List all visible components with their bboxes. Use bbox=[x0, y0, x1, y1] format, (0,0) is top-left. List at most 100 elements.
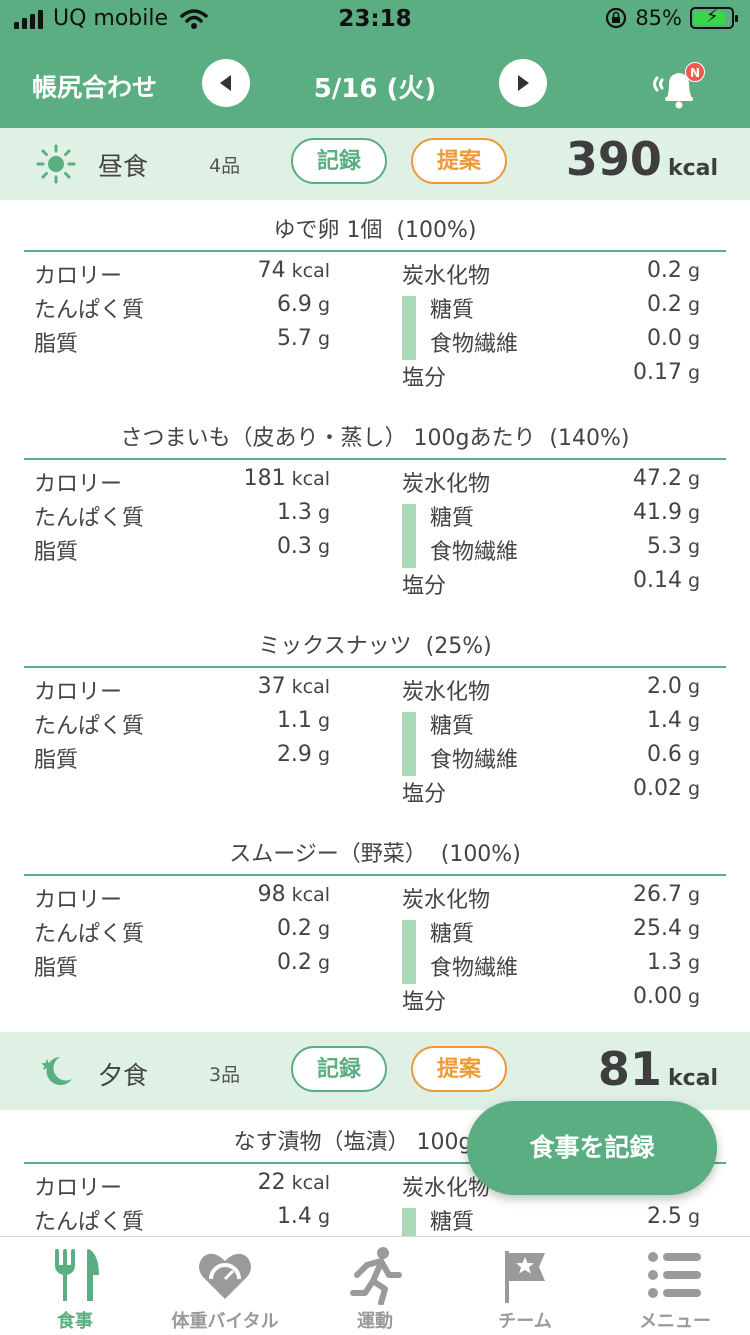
fiber-value: 5.3 g bbox=[646, 534, 700, 559]
fiber-label: 食物繊維 bbox=[430, 748, 519, 773]
divider bbox=[24, 874, 726, 876]
calorie-label: カロリー bbox=[34, 680, 123, 705]
runner-icon bbox=[350, 1247, 402, 1305]
sugar-value: 41.9 g bbox=[632, 500, 700, 525]
fiber-value: 1.3 g bbox=[646, 950, 700, 975]
food-item[interactable]: さつまいも（皮あり・蒸し） 100gあたり (140%) カロリー 181 kcal 炭… bbox=[24, 420, 726, 610]
tab-label: チーム bbox=[498, 1311, 552, 1332]
protein-label: たんぱく質 bbox=[34, 922, 145, 947]
divider bbox=[24, 458, 726, 460]
bottom-tab-bar: 食事 体重バイタル 運動 チーム bbox=[0, 1236, 750, 1335]
food-item[interactable]: ミックスナッツ (25%) カロリー 37 kcal 炭水化物 2.0 g たんぱく質 1.1 g… bbox=[24, 628, 726, 818]
current-date: 5/16 (火) bbox=[313, 74, 437, 104]
signal-icon bbox=[14, 9, 43, 29]
tab-meal[interactable]: 食事 bbox=[0, 1237, 150, 1335]
notification-button[interactable]: N bbox=[645, 62, 705, 110]
calorie-value: 98 kcal bbox=[257, 882, 330, 907]
fat-value: 0.3 g bbox=[276, 534, 330, 559]
notification-badge: N bbox=[685, 62, 705, 82]
fat-value: 2.9 g bbox=[276, 742, 330, 767]
next-date-button[interactable] bbox=[499, 59, 547, 107]
protein-value: 1.1 g bbox=[276, 708, 330, 733]
record-meal-fab[interactable]: 食事を記録 bbox=[467, 1101, 717, 1195]
meal-kcal-value: 81 bbox=[597, 1042, 662, 1096]
prev-date-button[interactable] bbox=[202, 59, 250, 107]
fiber-label: 食物繊維 bbox=[430, 956, 519, 981]
food-title: スムージー（野菜） (100%) bbox=[229, 842, 521, 867]
flag-star-icon bbox=[505, 1251, 545, 1303]
tab-team[interactable]: チーム bbox=[450, 1237, 600, 1335]
calorie-label: カロリー bbox=[34, 888, 123, 913]
tab-exercise[interactable]: 運動 bbox=[300, 1237, 450, 1335]
sugar-fiber-indicator-bar bbox=[402, 712, 416, 776]
fiber-label: 食物繊維 bbox=[430, 540, 519, 565]
fat-value: 0.2 g bbox=[276, 950, 330, 975]
sugar-label: 糖質 bbox=[430, 298, 475, 323]
sugar-label: 糖質 bbox=[430, 922, 475, 947]
protein-value: 1.4 g bbox=[276, 1204, 330, 1229]
carbs-label: 炭水化物 bbox=[402, 264, 491, 289]
sugar-fiber-indicator-bar bbox=[402, 296, 416, 360]
carbs-label: 炭水化物 bbox=[402, 472, 491, 497]
orientation-lock-icon bbox=[606, 7, 627, 29]
carbs-value: 2.0 g bbox=[646, 674, 700, 699]
chevron-left-icon bbox=[220, 75, 231, 91]
sun-icon bbox=[36, 144, 76, 184]
protein-label: たんぱく質 bbox=[34, 1210, 145, 1235]
calorie-value: 22 kcal bbox=[257, 1170, 330, 1195]
suggest-button[interactable]: 提案 bbox=[411, 138, 507, 184]
wifi-icon bbox=[180, 8, 208, 29]
menu-list-icon bbox=[648, 1252, 701, 1298]
calorie-value: 181 kcal bbox=[243, 466, 330, 491]
fiber-label: 食物繊維 bbox=[430, 332, 519, 357]
protein-label: たんぱく質 bbox=[34, 714, 145, 739]
fiber-value: 0.6 g bbox=[646, 742, 700, 767]
divider bbox=[24, 666, 726, 668]
meal-total-kcal: 390 kcal bbox=[566, 132, 718, 186]
suggest-button[interactable]: 提案 bbox=[411, 1046, 507, 1092]
protein-value: 1.3 g bbox=[276, 500, 330, 525]
sugar-value: 0.2 g bbox=[646, 292, 700, 317]
meal-item-count: 3品 bbox=[209, 1064, 241, 1086]
carbs-label: 炭水化物 bbox=[402, 1176, 491, 1201]
meal-name: 夕食 bbox=[98, 1061, 149, 1090]
status-time: 23:18 bbox=[338, 6, 412, 32]
tab-menu[interactable]: メニュー bbox=[600, 1237, 750, 1335]
protein-label: たんぱく質 bbox=[34, 298, 145, 323]
record-button[interactable]: 記録 bbox=[291, 1046, 387, 1092]
sugar-value: 1.4 g bbox=[646, 708, 700, 733]
sugar-value: 25.4 g bbox=[632, 916, 700, 941]
divider bbox=[24, 250, 726, 252]
salt-label: 塩分 bbox=[402, 366, 447, 391]
salt-value: 0.14 g bbox=[632, 568, 700, 593]
app-header: 帳尻合わせ 5/16 (火) N bbox=[0, 40, 750, 128]
battery-percent: 85% bbox=[635, 6, 682, 30]
fat-label: 脂質 bbox=[34, 332, 79, 357]
sugar-value: 2.5 g bbox=[646, 1204, 700, 1229]
salt-value: 0.02 g bbox=[632, 776, 700, 801]
food-item[interactable]: ゆで卵 1個 (100%) カロリー 74 kcal 炭水化物 0.2 g たんぱく質 6.9 g… bbox=[24, 212, 726, 402]
fat-label: 脂質 bbox=[34, 748, 79, 773]
meal-header-lunch: 昼食 4品 記録 提案 390 kcal bbox=[0, 128, 750, 200]
calorie-label: カロリー bbox=[34, 472, 123, 497]
sugar-label: 糖質 bbox=[430, 714, 475, 739]
fork-knife-icon bbox=[55, 1249, 99, 1301]
divider bbox=[24, 1162, 726, 1164]
calorie-value: 74 kcal bbox=[257, 258, 330, 283]
record-button[interactable]: 記録 bbox=[291, 138, 387, 184]
carrier-name: UQ mobile bbox=[53, 6, 169, 31]
fat-value: 5.7 g bbox=[276, 326, 330, 351]
tab-label: 食事 bbox=[57, 1311, 93, 1332]
tab-weight-vital[interactable]: 体重バイタル bbox=[150, 1237, 300, 1335]
food-item[interactable]: スムージー（野菜） (100%) カロリー 98 kcal 炭水化物 26.7 g たんぱく質… bbox=[24, 836, 726, 1026]
meal-kcal-unit: kcal bbox=[667, 156, 718, 181]
sugar-fiber-indicator-bar bbox=[402, 920, 416, 984]
carbs-value: 47.2 g bbox=[632, 466, 700, 491]
status-right: 85% ⚡ bbox=[605, 6, 738, 30]
protein-value: 0.2 g bbox=[276, 916, 330, 941]
meal-item-count: 4品 bbox=[209, 155, 241, 177]
food-title: さつまいも（皮あり・蒸し） 100gあたり (140%) bbox=[120, 426, 630, 451]
sugar-indicator-bar bbox=[402, 1208, 416, 1236]
calorie-value: 37 kcal bbox=[257, 674, 330, 699]
calorie-label: カロリー bbox=[34, 264, 123, 289]
